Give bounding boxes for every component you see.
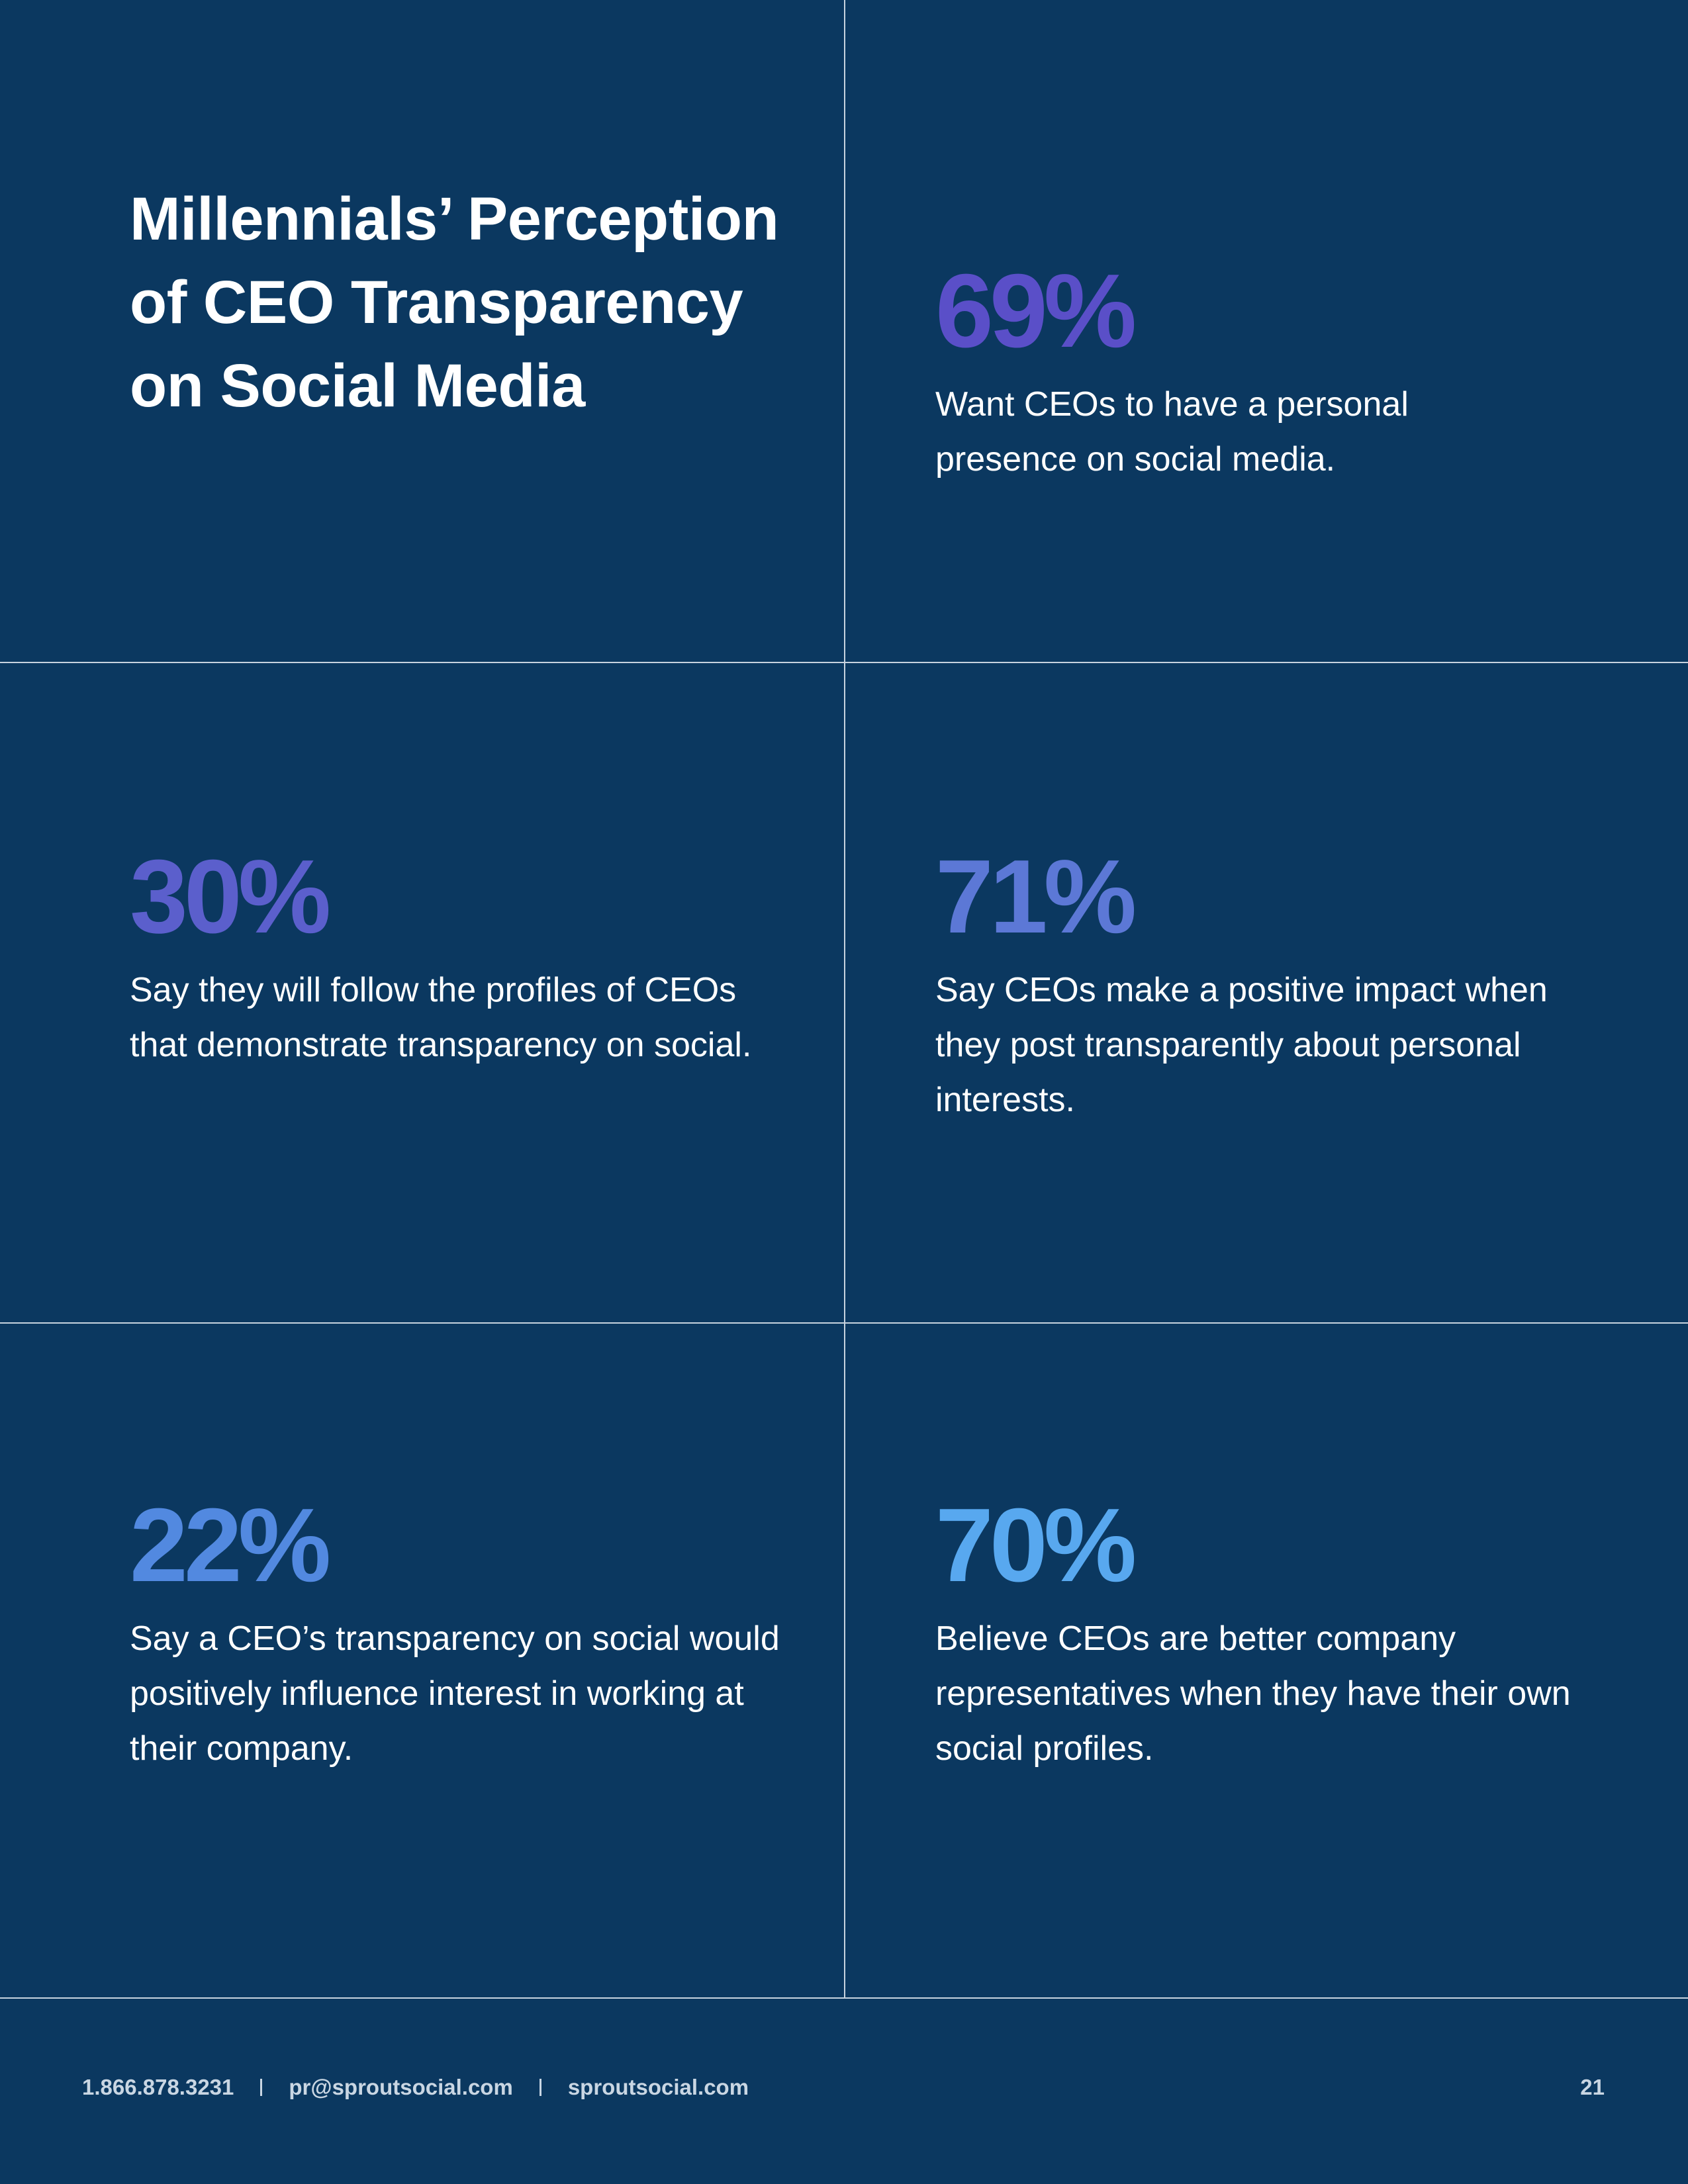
stat-description: Want CEOs to have a personal presence on… [935, 385, 1409, 478]
stat-block: 22% Say a CEO’s transparency on social w… [130, 1492, 792, 1776]
stat-block: 70% Believe CEOs are better company repr… [935, 1492, 1597, 1776]
stat-value: 69% [935, 253, 1137, 369]
horizontal-divider [0, 1322, 1688, 1324]
stat-block: 30% Say they will follow the profiles of… [130, 844, 759, 1073]
stat-block: 69% Want CEOs to have a personal presenc… [935, 258, 1531, 487]
stat-description: Say they will follow the profiles of CEO… [130, 971, 752, 1064]
stat-description: Say CEOs make a positive impact when the… [935, 971, 1548, 1119]
page-title: Millennials’ Perception of CEO Transpare… [130, 185, 779, 420]
footer-contact: 1.866.878.3231 pr@sproutsocial.com sprou… [82, 2075, 749, 2100]
stat-description: Say a CEO’s transparency on social would… [130, 1619, 780, 1768]
footer-phone[interactable]: 1.866.878.3231 [82, 2075, 234, 2099]
page-number: 21 [1580, 2075, 1605, 2099]
stat-value: 22% [130, 1487, 331, 1604]
footer-divider [0, 1997, 1688, 1999]
stat-value: 71% [935, 839, 1137, 955]
stat-value: 70% [935, 1487, 1137, 1604]
stat-value: 30% [130, 839, 331, 955]
footer-email[interactable]: pr@sproutsocial.com [289, 2075, 513, 2099]
horizontal-divider [0, 662, 1688, 663]
footer-separator [539, 2079, 541, 2096]
footer-separator [260, 2079, 263, 2096]
vertical-divider [844, 0, 845, 1997]
stat-block: 71% Say CEOs make a positive impact when… [935, 844, 1564, 1128]
footer-website[interactable]: sproutsocial.com [567, 2075, 749, 2099]
stat-description: Believe CEOs are better company represen… [935, 1619, 1571, 1768]
